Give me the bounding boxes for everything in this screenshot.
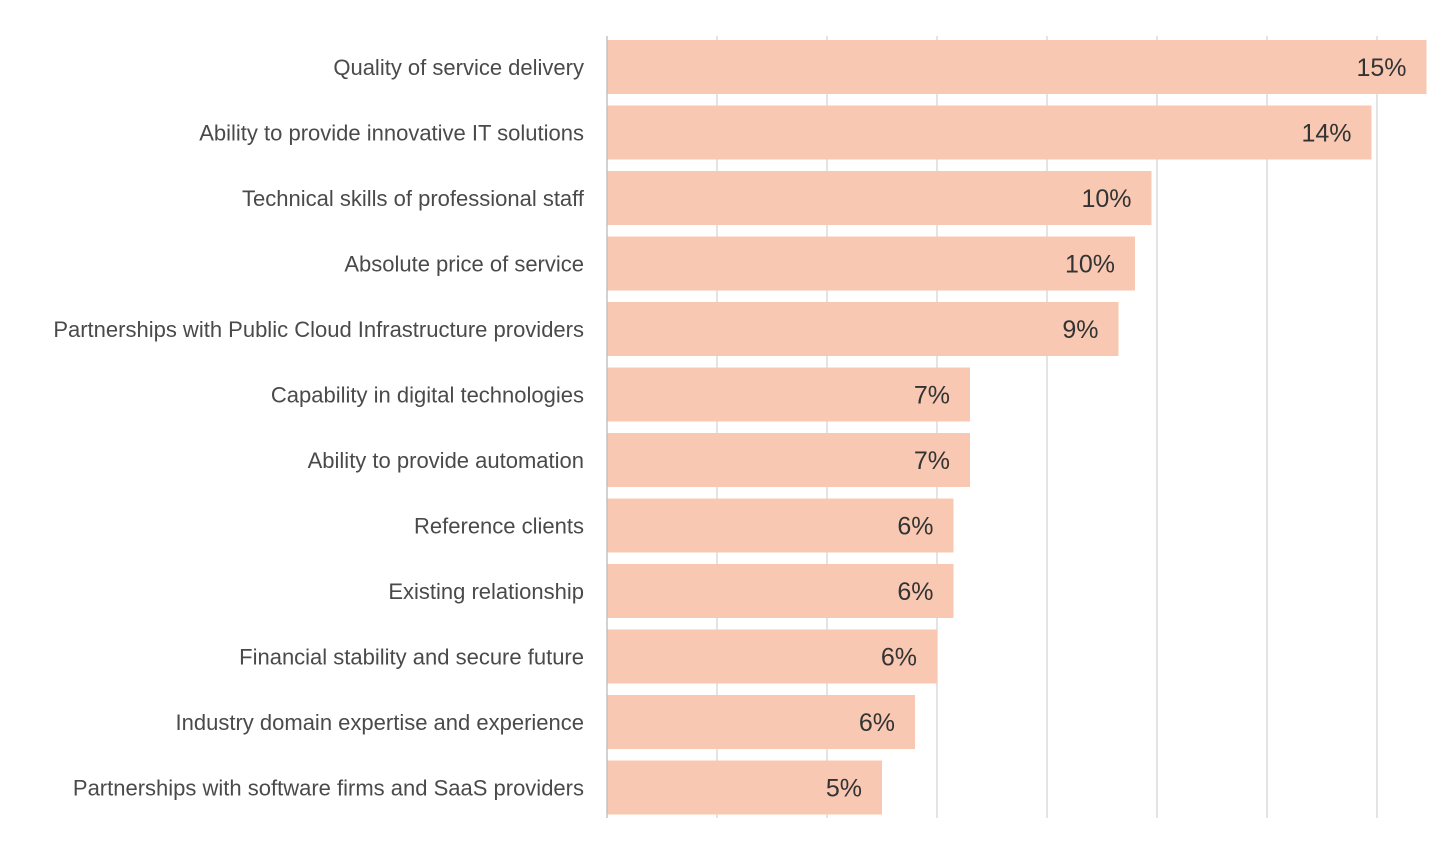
bar-5 [607,302,1119,356]
category-labels: Quality of service delivery Ability to pr… [53,55,585,801]
value-label-8: 6% [897,513,933,541]
value-label-1: 15% [1356,54,1406,82]
category-label-6: Capability in digital technologies [271,383,584,408]
value-label-2: 14% [1301,120,1351,148]
category-label-11: Industry domain expertise and experience [176,710,584,735]
category-label-7: Ability to provide automation [308,448,584,473]
category-label-10: Financial stability and secure future [239,645,584,670]
bar-9 [607,564,954,618]
bar-11 [607,695,915,749]
category-label-12: Partnerships with software firms and Saa… [73,776,584,801]
bar-8 [607,498,954,553]
category-label-5: Partnerships with Public Cloud Infrastru… [53,317,584,342]
bar-10 [607,629,937,684]
bar-3 [607,171,1152,225]
value-label-6: 7% [914,382,950,410]
value-label-5: 9% [1062,316,1098,344]
gridlines [716,36,1378,818]
bars [607,40,1427,815]
value-label-11: 6% [859,709,895,737]
bar-6 [607,367,970,422]
value-label-7: 7% [914,447,950,475]
value-label-12: 5% [826,775,862,803]
bar-7 [607,433,970,487]
bar-12 [607,760,882,815]
value-label-4: 10% [1065,251,1115,279]
value-label-9: 6% [897,578,933,606]
bar-4 [607,236,1135,291]
value-label-10: 6% [881,644,917,672]
category-label-9: Existing relationship [388,579,584,604]
category-label-4: Absolute price of service [344,252,584,277]
bar-1 [607,40,1427,94]
category-label-1: Quality of service delivery [333,55,584,80]
category-label-8: Reference clients [414,514,584,539]
value-label-3: 10% [1081,185,1131,213]
category-label-2: Ability to provide innovative IT solutio… [199,121,584,146]
category-label-3: Technical skills of professional staff [242,186,585,211]
value-labels: 15% 14% 10% 10% 9% 7% 7% 6% 6% 6% 6% 5% [826,54,1407,803]
bar-2 [607,105,1372,160]
